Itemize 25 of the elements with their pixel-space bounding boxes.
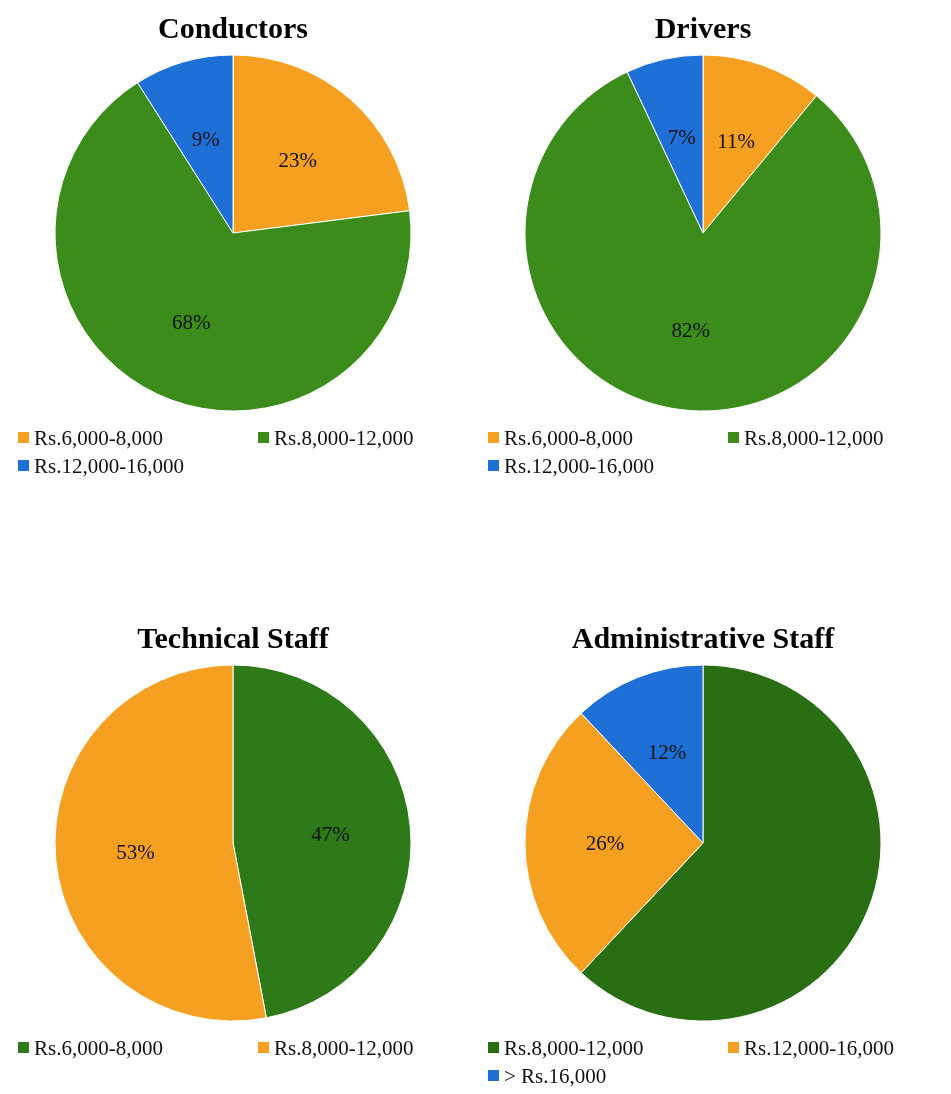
legend-label: Rs.6,000-8,000 bbox=[34, 426, 163, 450]
legend-label: Rs.12,000-16,000 bbox=[744, 1036, 894, 1060]
legend-label: Rs.8,000-12,000 bbox=[504, 1036, 644, 1060]
data-label: 47% bbox=[311, 821, 350, 846]
legend-label: Rs.8,000-12,000 bbox=[744, 426, 884, 450]
legend-label: Rs.8,000-12,000 bbox=[274, 426, 414, 450]
data-label: 82% bbox=[671, 318, 710, 343]
data-label: 68% bbox=[172, 309, 211, 334]
data-label: 23% bbox=[278, 147, 317, 172]
data-label: 12% bbox=[647, 739, 687, 764]
data-label: 11% bbox=[717, 128, 756, 153]
legend-label: Rs.6,000-8,000 bbox=[34, 1036, 163, 1060]
data-label: 53% bbox=[116, 840, 155, 865]
legend-label: Rs.12,000-16,000 bbox=[504, 454, 654, 478]
chart-title: Drivers bbox=[654, 11, 752, 44]
data-label: 26% bbox=[585, 831, 625, 855]
chart-title: Technical Staff bbox=[137, 621, 330, 654]
legend-label: > Rs.16,000 bbox=[504, 1064, 607, 1088]
chart-title: Conductors bbox=[157, 11, 309, 44]
legend-label: Rs.8,000-12,000 bbox=[274, 1036, 414, 1060]
data-label: 9% bbox=[191, 126, 220, 151]
data-label: 7% bbox=[667, 125, 696, 150]
legend-label: Rs.12,000-16,000 bbox=[34, 454, 184, 478]
chart-title: Administrative Staff bbox=[571, 621, 836, 654]
legend-label: Rs.6,000-8,000 bbox=[504, 426, 633, 450]
